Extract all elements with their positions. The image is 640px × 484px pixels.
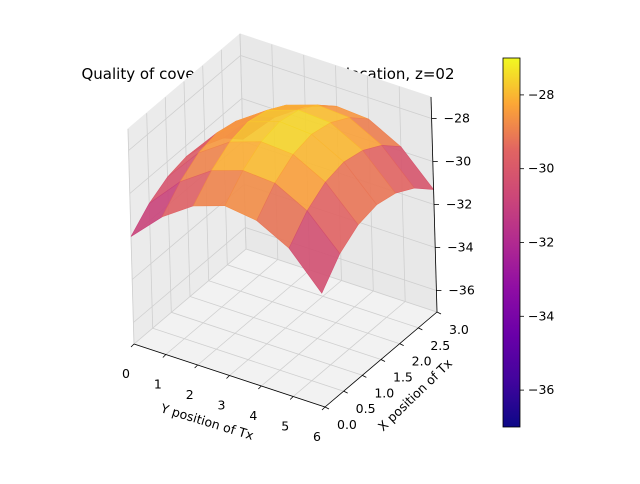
z-tick-label: −28 — [444, 111, 470, 126]
y-tick-mark — [418, 327, 423, 331]
gridline-z — [133, 227, 437, 323]
y-tick-mark — [399, 343, 404, 347]
x-tick-label: 1 — [154, 377, 162, 392]
y-tick-mark — [380, 359, 386, 362]
x-tick-label: 6 — [313, 429, 321, 444]
gridline-y — [239, 33, 438, 313]
y-tick-label: 0.5 — [356, 401, 376, 416]
y-tick-label: 0.0 — [337, 417, 357, 432]
colorbar-tick-label: −32 — [528, 235, 554, 250]
z-tick-label: −32 — [446, 197, 472, 212]
x-axis-label: Y position of Tx — [158, 400, 255, 443]
y-tick-mark — [343, 390, 348, 394]
gridline-y — [220, 49, 419, 329]
y-tick-mark — [436, 311, 442, 315]
gridline-y — [164, 97, 363, 376]
x-tick-mark — [194, 364, 198, 369]
x-tick-mark — [289, 396, 294, 400]
y-tick-label: 2.5 — [430, 338, 450, 353]
z-tick-label: −30 — [445, 154, 471, 169]
gridline-y — [183, 81, 382, 360]
x-tick-label: 5 — [281, 419, 289, 434]
y-tick-label: 3.0 — [449, 322, 469, 337]
x-tick-label: 2 — [186, 387, 194, 402]
gridline-y — [202, 65, 400, 345]
x-tick-mark — [321, 406, 326, 411]
y-tick-label: 1.5 — [393, 370, 413, 385]
z-tick-label: −36 — [448, 283, 474, 298]
tick-labels: 0 1 2 3 4 5 6 0.00.51.01.52.02.53.0 −28 −30 −32 −34… — [122, 111, 475, 445]
colorbar-gradient — [502, 57, 521, 428]
x-tick-label: 4 — [249, 408, 257, 423]
x-tick-mark — [130, 343, 135, 348]
gridline-y — [146, 113, 344, 392]
x-tick-mark — [258, 385, 262, 390]
y-tick-mark — [324, 406, 330, 410]
surface-patch — [288, 210, 341, 294]
z-tick-label: −34 — [447, 240, 473, 255]
x-tick-label: 0 — [122, 366, 130, 381]
y-tick-label: 1.0 — [374, 385, 394, 400]
x-tick-mark — [226, 375, 230, 379]
gridline-z — [128, 55, 432, 151]
colorbar-tick-label: −30 — [528, 161, 554, 176]
y-tick-label: 2.0 — [412, 354, 432, 369]
colorbar-tick-label: −34 — [528, 308, 554, 323]
x-tick-label: 3 — [218, 398, 226, 413]
x-tick-mark — [162, 354, 167, 358]
colorbar-tick-label: −36 — [528, 382, 554, 397]
y-tick-mark — [362, 374, 367, 378]
colorbar: −28 −30 −32 −34 −36 — [502, 57, 554, 428]
surface-plot — [130, 104, 435, 294]
colorbar-tick-label: −28 — [528, 87, 554, 102]
